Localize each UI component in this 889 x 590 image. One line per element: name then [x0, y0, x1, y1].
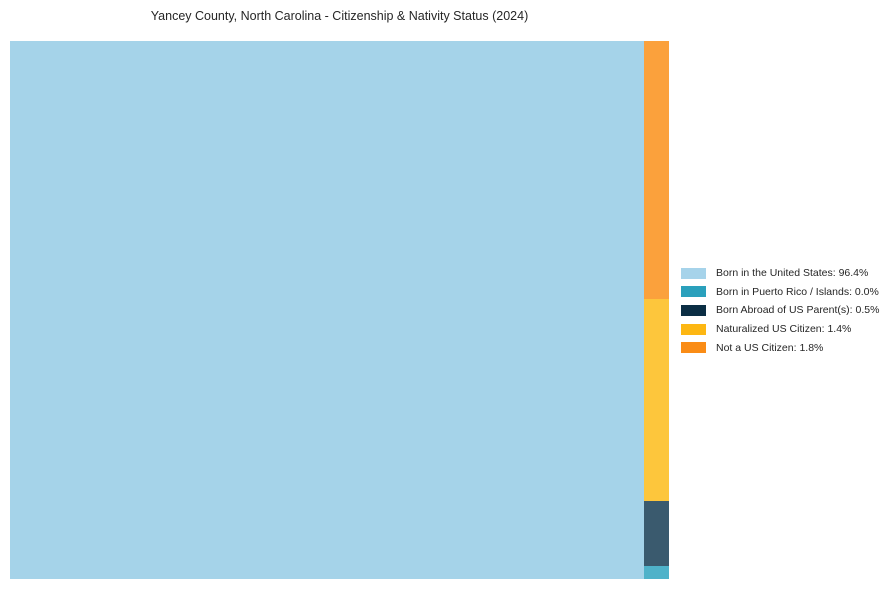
- treemap-tile-born-in-united-states: [10, 41, 644, 579]
- treemap-tile-born-abroad-of-us-parents: [644, 501, 669, 566]
- legend-item-naturalized-us-citizen: Naturalized US Citizen: 1.4%: [681, 320, 879, 339]
- legend-label: Born in Puerto Rico / Islands: 0.0%: [716, 285, 879, 298]
- legend-swatch-born-in-puerto-rico-islands-icon: [681, 286, 706, 298]
- chart-title: Yancey County, North Carolina - Citizens…: [150, 9, 529, 23]
- treemap-tile-naturalized-us-citizen: [644, 299, 669, 501]
- treemap-tile-born-in-puerto-rico-islands: [644, 566, 669, 579]
- treemap-tile-not-a-us-citizen: [644, 41, 669, 299]
- legend-swatch-born-in-united-states-icon: [681, 267, 706, 279]
- legend-item-not-a-us-citizen: Not a US Citizen: 1.8%: [681, 338, 879, 357]
- legend-label: Not a US Citizen: 1.8%: [716, 341, 824, 354]
- legend-item-born-in-united-states: Born in the United States: 96.4%: [681, 264, 879, 283]
- legend-item-born-abroad-of-us-parents: Born Abroad of US Parent(s): 0.5%: [681, 301, 879, 320]
- legend-label: Born in the United States: 96.4%: [716, 267, 869, 280]
- legend-swatch-born-abroad-of-us-parents-icon: [681, 304, 706, 316]
- legend-label: Naturalized US Citizen: 1.4%: [716, 323, 852, 336]
- legend-item-born-in-puerto-rico-islands: Born in Puerto Rico / Islands: 0.0%: [681, 283, 879, 302]
- legend-swatch-naturalized-us-citizen-icon: [681, 323, 706, 335]
- legend-label: Born Abroad of US Parent(s): 0.5%: [716, 304, 880, 317]
- treemap-plot-area: [10, 41, 669, 579]
- legend: Born in the United States: 96.4% Born in…: [681, 264, 879, 357]
- legend-swatch-not-a-us-citizen-icon: [681, 342, 706, 354]
